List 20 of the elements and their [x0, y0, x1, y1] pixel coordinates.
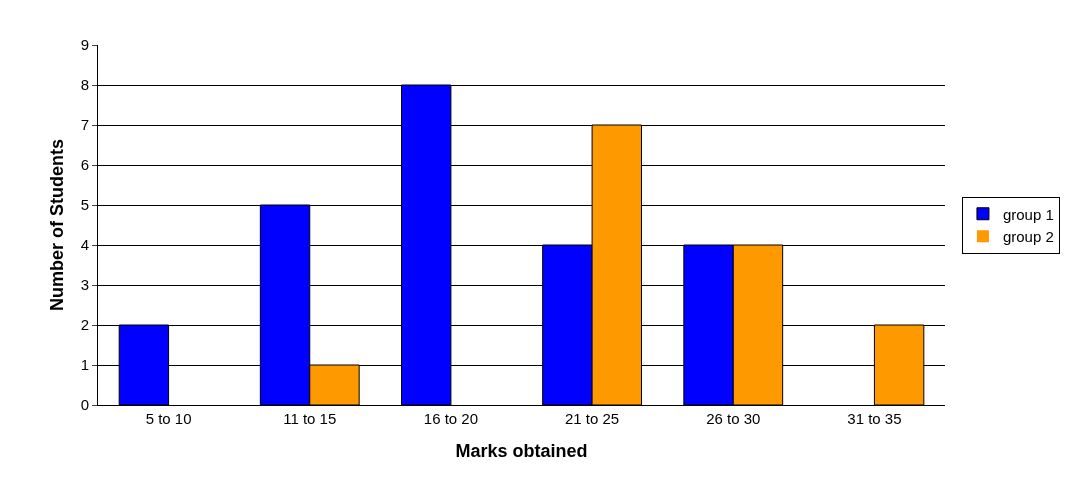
y-tick-label: 4: [80, 236, 89, 254]
x-tick-label: 21 to 25: [564, 410, 620, 427]
y-axis-title: Number of Students: [46, 138, 67, 312]
y-tick-label: 3: [80, 276, 89, 294]
legend-label: group 2: [1002, 228, 1054, 246]
y-tick-label: 0: [80, 396, 89, 414]
y-tick-label: 2: [80, 316, 89, 334]
y-tick-label: 7: [80, 116, 89, 134]
y-tick-label: 5: [80, 196, 89, 214]
x-axis-title: Marks obtained: [455, 441, 588, 462]
y-tick-label: 6: [80, 156, 89, 174]
y-tick-label: 9: [80, 36, 89, 54]
y-tick-label: 1: [80, 356, 89, 374]
legend-label: group 1: [1002, 205, 1054, 223]
x-tick-label: 31 to 35: [847, 410, 902, 427]
x-tick-label: 26 to 30: [706, 410, 761, 427]
x-tick-label: 11 to 15: [283, 410, 337, 427]
x-tick-label: 5 to 10: [145, 410, 192, 427]
y-tick-label: 8: [80, 76, 89, 94]
x-tick-label: 16 to 20: [423, 410, 479, 427]
